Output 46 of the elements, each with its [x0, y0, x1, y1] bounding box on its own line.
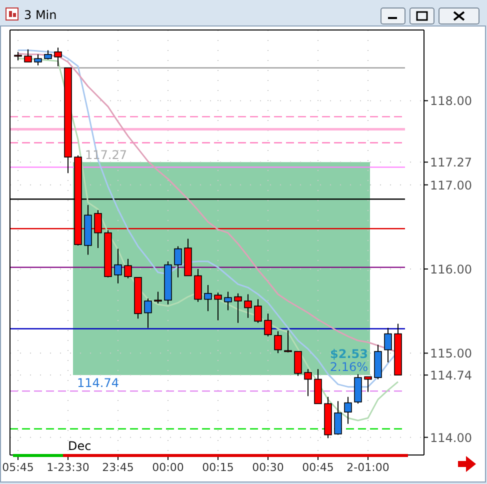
candlestick	[214, 292, 222, 321]
candlestick	[244, 294, 252, 318]
x-tick-label: 00:45	[302, 461, 334, 474]
annotation: 2.16%	[330, 360, 368, 374]
annotation: 114.74	[77, 376, 119, 390]
candlestick	[284, 330, 292, 353]
x-tick-label: 2-01:00	[346, 461, 390, 474]
candlestick	[24, 48, 32, 62]
y-tick-label: 114.00	[430, 430, 472, 445]
candlestick	[224, 291, 232, 311]
candlestick	[124, 258, 132, 279]
candlestick	[334, 400, 342, 436]
candlestick	[174, 246, 182, 278]
candlestick	[194, 268, 202, 302]
candlestick	[384, 327, 392, 363]
candlestick	[264, 313, 272, 337]
y-tick-label: 118.00	[430, 94, 472, 108]
candlestick	[344, 396, 352, 424]
y-tick-label: 116.00	[430, 262, 472, 277]
candlestick	[254, 298, 262, 324]
candlestick	[114, 248, 122, 284]
candlestick	[154, 291, 162, 304]
candlestick	[234, 292, 242, 324]
candlestick	[94, 210, 102, 248]
x-tick-label: 05:45	[2, 461, 34, 474]
candlestick	[304, 368, 312, 397]
candlestick	[54, 47, 62, 67]
candlestick	[274, 330, 282, 354]
chart-title: 3 Min	[24, 8, 57, 22]
x-tick-label: 1-23:30	[46, 461, 90, 474]
candlestick	[34, 54, 42, 66]
y-tick-label: 115.00	[430, 346, 472, 361]
y-tick-label: 114.74	[430, 368, 472, 383]
annotation: Dec	[68, 439, 92, 453]
candlestick	[44, 50, 52, 60]
x-tick-label: 00:00	[152, 461, 184, 474]
x-tick-label: 00:15	[202, 461, 234, 474]
annotation: $2.53	[330, 347, 368, 362]
candlestick	[364, 376, 372, 392]
candlestick	[204, 284, 212, 312]
x-tick-label: 00:30	[252, 461, 284, 474]
candlestick	[294, 350, 302, 376]
y-tick-label: 117.27	[430, 156, 472, 170]
x-tick-label: 23:45	[102, 461, 134, 474]
candlestick	[144, 298, 152, 328]
y-tick-label: 117.00	[430, 178, 472, 192]
